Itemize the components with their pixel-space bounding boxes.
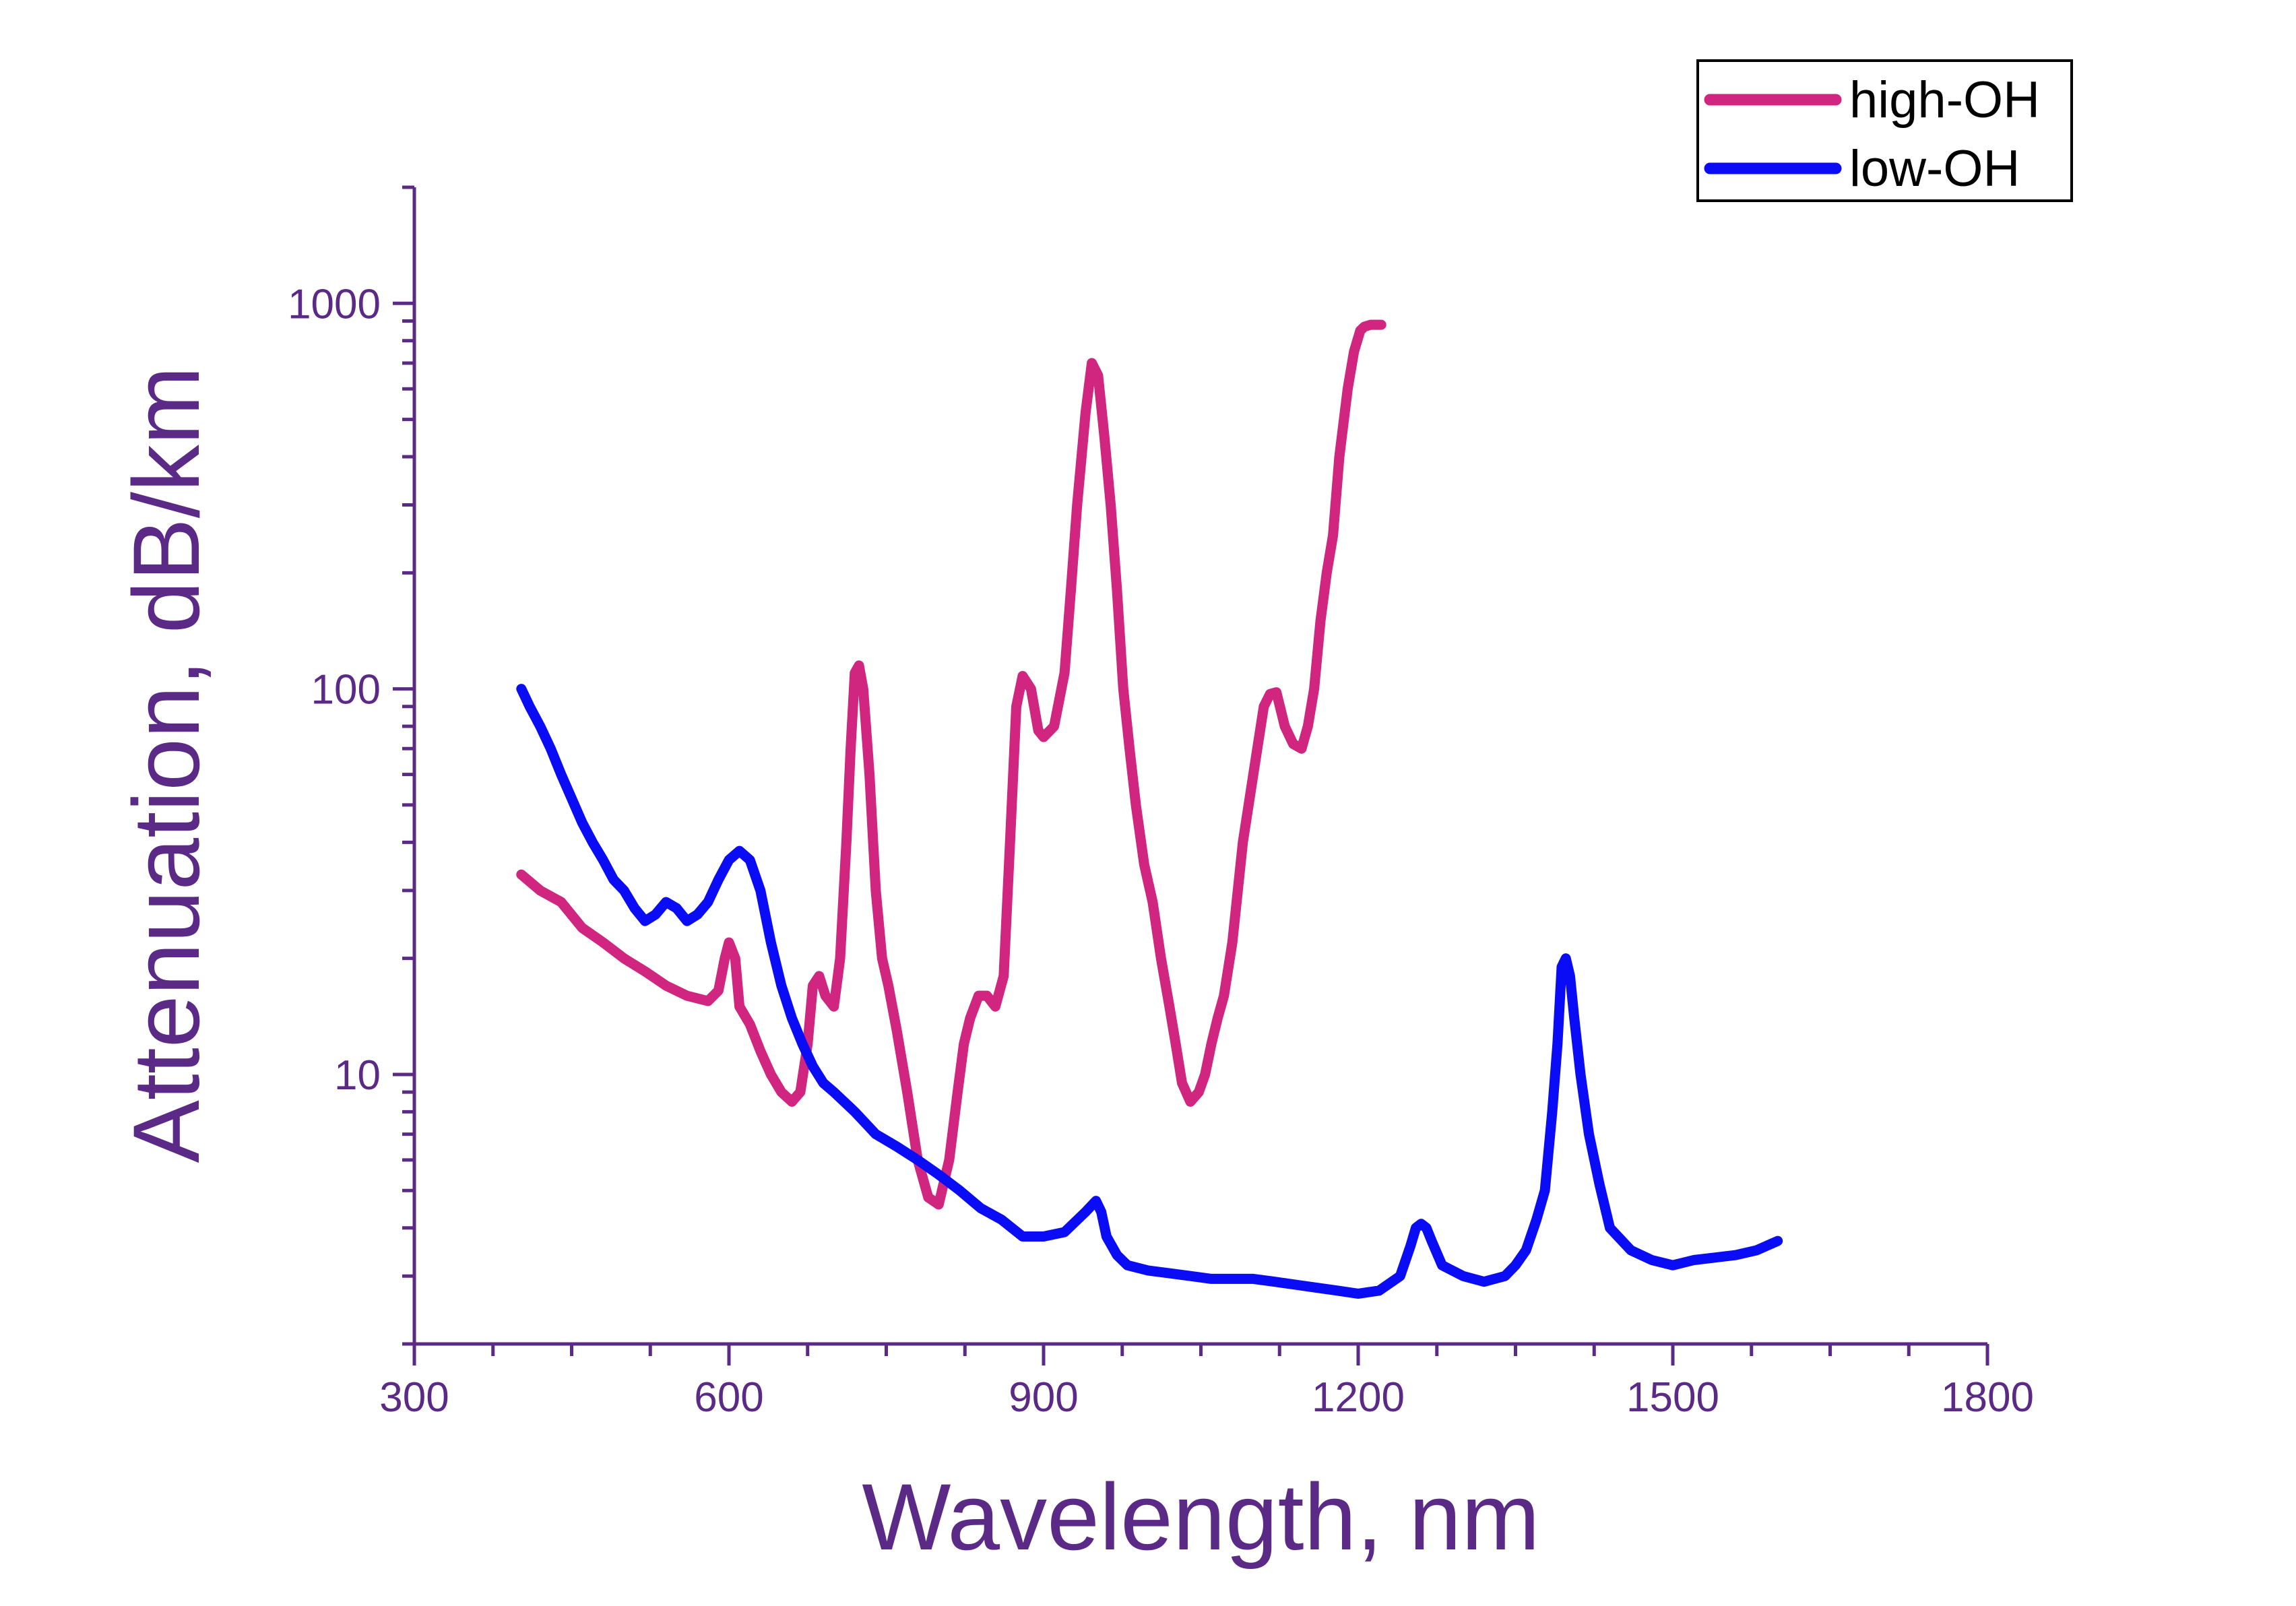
x-tick-label: 1200 <box>1312 1374 1405 1421</box>
series-line-low-oh <box>516 684 1783 1299</box>
y-axis-title: Attenuation, dB/km <box>113 366 219 1163</box>
x-axis-title: Wavelength, nm <box>862 1464 1539 1570</box>
y-tick-label: 10 <box>334 1052 381 1099</box>
x-tick-label: 300 <box>379 1374 449 1421</box>
x-tick-label: 900 <box>1009 1374 1078 1421</box>
x-tick-label: 1500 <box>1626 1374 1719 1421</box>
legend-label-low-oh: low-OH <box>1849 140 2020 197</box>
plot-lines <box>516 319 1783 1299</box>
series-line-high-oh <box>516 319 1386 1210</box>
y-tick-label: 100 <box>311 667 381 713</box>
x-tick-label: 1800 <box>1941 1374 2034 1421</box>
axes: 300 600 900 1200 1500 1800 10 100 1000 Wavelength… <box>113 185 2034 1570</box>
y-tick-label: 1000 <box>288 281 381 327</box>
legend-box <box>1696 59 2073 202</box>
x-tick-label: 600 <box>694 1374 763 1421</box>
legend-label-high-oh: high-OH <box>1849 71 2040 129</box>
legend: high-OH low-OH <box>1696 59 2073 202</box>
